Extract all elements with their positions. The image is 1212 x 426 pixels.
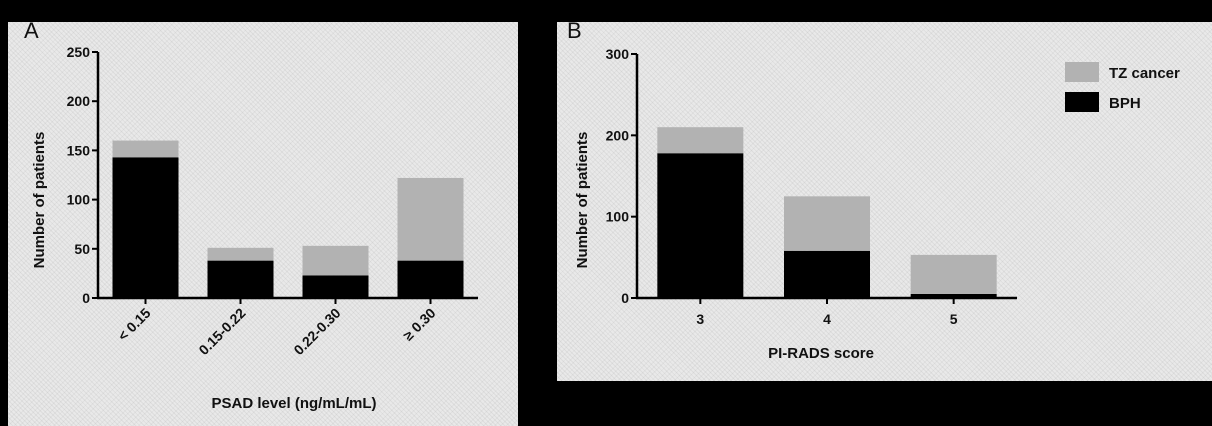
bar-bph-b [784,250,870,298]
bar-bph-a [302,275,369,298]
x-axis-title-b: PI-RADS score [768,345,874,362]
x-tick-label-b: 3 [696,311,704,327]
chart-panel-b: B Number of patients PI-RADS score 0 100 2… [557,18,1212,381]
y-axis-title-a: Number of patients [31,132,48,269]
chart-panel-a: A Number of patients PSAD level (ng/mL/m… [8,18,518,426]
y-tick-label-b: 100 [606,209,630,225]
legend-label-tz-cancer: TZ cancer [1109,65,1180,82]
x-tick-label-a: 0.22-0.30 [290,305,343,358]
legend-swatch-bph [1065,92,1099,112]
panel-label-b: B [567,18,582,43]
bar-bph-a [112,157,179,298]
x-tick-label-a: < 0.15 [114,305,153,344]
bar-tz-cancer-b [910,254,997,294]
y-tick-label-a: 200 [67,93,91,109]
bar-tz-cancer-a [397,177,464,261]
bar-tz-cancer-a [302,245,369,276]
y-tick-label-a: 150 [67,142,91,158]
y-tick-label-a: 250 [67,44,91,60]
bar-bph-a [207,260,274,298]
bar-bph-b [657,153,744,298]
x-tick-label-b: 4 [823,311,831,327]
bar-tz-cancer-a [112,140,179,158]
bar-tz-cancer-b [657,127,744,154]
y-tick-label-a: 0 [82,290,90,306]
plot-area-b: 0 100 200 300 3 4 5 [606,46,1017,327]
x-tick-label-a: ≥ 0.30 [400,305,439,344]
chart-b-svg: B Number of patients PI-RADS score 0 100 2… [567,18,1180,362]
plot-area-a: 0 50 100 150 200 250 < 0.15 0.15-0.22 0.22-0.30 ≥… [67,44,478,358]
x-tick-label-a: 0.15-0.22 [195,305,248,358]
x-tick-label-b: 5 [950,311,958,327]
y-tick-label-a: 100 [67,192,91,208]
y-axis-title-b: Number of patients [574,132,591,269]
y-tick-label-b: 200 [606,127,630,143]
bar-tz-cancer-a [207,247,274,261]
x-axis-title-a: PSAD level (ng/mL/mL) [211,395,376,412]
bar-tz-cancer-b [784,196,870,251]
y-tick-label-b: 300 [606,46,630,62]
panel-label-a: A [24,18,39,43]
bar-bph-a [397,260,464,298]
bar-bph-b [910,293,997,298]
y-tick-label-a: 50 [74,241,90,257]
y-tick-label-b: 0 [621,290,629,306]
chart-a-svg: A Number of patients PSAD level (ng/mL/m… [24,18,478,412]
legend-swatch-tz-cancer [1065,62,1099,82]
legend-b: TZ cancer BPH [1065,62,1180,112]
legend-label-bph: BPH [1109,95,1141,112]
